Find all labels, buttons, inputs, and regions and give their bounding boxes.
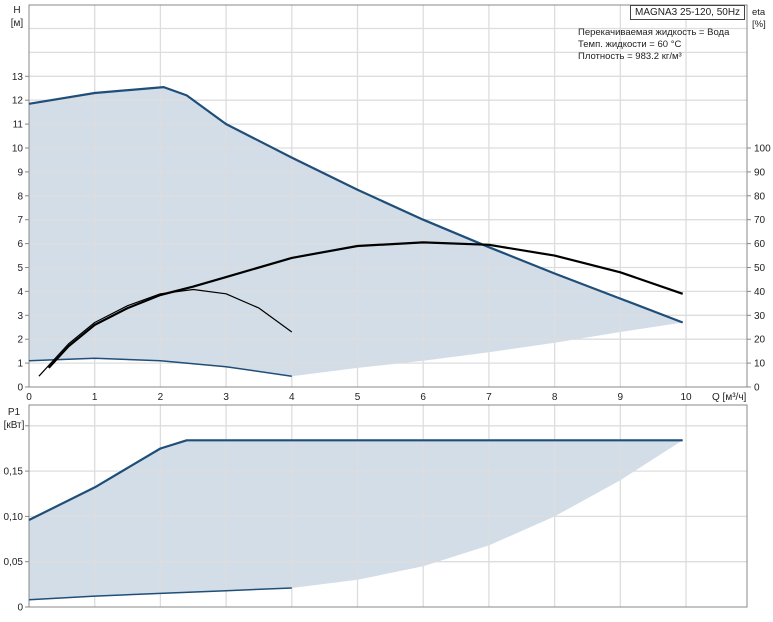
fluid-annotation: Перекачиваемая жидкость = Вода bbox=[578, 27, 730, 38]
h-tick-label: 11 bbox=[13, 120, 24, 131]
q-tick-label: 8 bbox=[552, 392, 558, 403]
eta-tick-label: 30 bbox=[754, 311, 766, 322]
p-axis-label: P1 bbox=[8, 407, 21, 418]
temp-annotation: Темп. жидкости = 60 °C bbox=[578, 39, 682, 50]
h-tick-label: 2 bbox=[17, 335, 23, 346]
h-tick-label: 13 bbox=[12, 72, 24, 83]
eta-tick-label: 100 bbox=[754, 144, 771, 155]
eta-tick-label: 20 bbox=[754, 335, 766, 346]
h-axis-unit: [м] bbox=[11, 18, 24, 29]
q-tick-label: 1 bbox=[92, 392, 98, 403]
p-tick-label: 0,10 bbox=[4, 512, 24, 523]
h-tick-label: 9 bbox=[17, 167, 23, 178]
h-tick-label: 3 bbox=[17, 311, 23, 322]
q-tick-label: 0 bbox=[26, 392, 32, 403]
q-tick-label: 5 bbox=[355, 392, 361, 403]
fluid-info: Перекачиваемая жидкость = Вода Темп. жид… bbox=[578, 27, 729, 63]
eta-tick-label: 60 bbox=[754, 239, 766, 250]
q-tick-label: 2 bbox=[158, 392, 164, 403]
eta-tick-label: 50 bbox=[754, 263, 766, 274]
operating-area-top bbox=[29, 87, 683, 377]
q-tick-label: 4 bbox=[289, 392, 295, 403]
h-tick-label: 6 bbox=[17, 239, 23, 250]
h-tick-label: 1 bbox=[17, 359, 23, 370]
p-tick-label: 0 bbox=[17, 603, 23, 614]
eta-label: eta bbox=[752, 7, 766, 18]
eta-axis-label: eta [%] bbox=[752, 7, 766, 31]
efficiency-curve bbox=[47, 241, 684, 369]
h-tick-label: 12 bbox=[12, 96, 24, 107]
h-tick-label: 10 bbox=[12, 144, 24, 155]
h-tick-label: 8 bbox=[17, 191, 23, 202]
eta-unit: [%] bbox=[752, 19, 766, 30]
q-tick-label: 3 bbox=[223, 392, 229, 403]
bottom-plot-frame bbox=[28, 404, 748, 608]
eta-tick-label: 80 bbox=[754, 191, 766, 202]
h-tick-label: 4 bbox=[17, 287, 23, 298]
q-tick-label: 9 bbox=[618, 392, 624, 403]
operating-area-power bbox=[29, 440, 683, 600]
eta-tick-label: 90 bbox=[754, 167, 766, 178]
p-tick-label: 0,15 bbox=[4, 467, 24, 478]
head-curve-min bbox=[28, 357, 292, 377]
h-axis-label: H bbox=[13, 5, 20, 16]
chart-title: MAGNA3 25-120, 50Hz bbox=[630, 5, 746, 20]
q-axis-label: Q [м³/ч] bbox=[712, 392, 747, 403]
efficiency-curve bbox=[38, 288, 293, 377]
h-tick-label: 0 bbox=[17, 383, 23, 394]
q-tick-label: 6 bbox=[420, 392, 426, 403]
head-curve-max bbox=[28, 86, 684, 324]
eta-tick-label: 40 bbox=[754, 287, 766, 298]
q-tick-label: 7 bbox=[486, 392, 492, 403]
h-tick-label: 7 bbox=[17, 215, 23, 226]
eta-tick-label: 70 bbox=[754, 215, 766, 226]
eta-tick-label: 10 bbox=[754, 359, 766, 370]
eta-tick-label: 0 bbox=[754, 383, 760, 394]
q-tick-label: 10 bbox=[680, 392, 692, 403]
p-tick-label: 0,05 bbox=[4, 557, 24, 568]
power-curve-min bbox=[28, 587, 292, 601]
p-axis-unit: [кВт] bbox=[4, 420, 25, 431]
density-annotation: Плотность = 983.2 кг/м³ bbox=[578, 51, 682, 62]
power-curve-max bbox=[28, 439, 683, 521]
h-tick-label: 5 bbox=[17, 263, 23, 274]
